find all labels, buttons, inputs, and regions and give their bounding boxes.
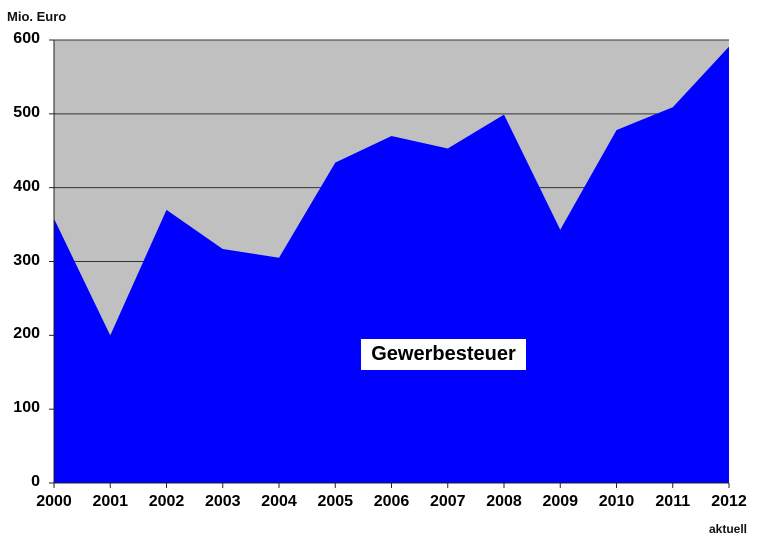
x-tick-label: 2007 [429, 493, 466, 510]
x-tick-label: 2005 [317, 493, 354, 510]
x-tick-label: 2012 [711, 493, 747, 510]
x-tick-label: 2009 [542, 493, 579, 510]
series-label-box: Gewerbesteuer [361, 339, 526, 370]
x-axis-note: aktuell [709, 522, 748, 536]
x-tick-label: 2001 [92, 493, 129, 510]
area-series-gewerbesteuer [54, 46, 729, 484]
x-tick-label: 2002 [148, 493, 185, 510]
x-tick-label: 2004 [261, 493, 297, 510]
x-tick-label: 2011 [655, 493, 691, 510]
y-axis-unit-label: Mio. Euro [7, 9, 67, 24]
x-tick-label: 2010 [598, 493, 635, 510]
y-tick-label: 500 [13, 103, 40, 121]
y-tick-label: 200 [13, 325, 40, 343]
y-tick-label: 600 [13, 30, 40, 47]
x-tick-label: 2000 [36, 493, 72, 510]
axes [49, 39, 730, 488]
series-label-text: Gewerbesteuer [371, 343, 516, 365]
x-tick-label: 2006 [373, 493, 410, 510]
y-tick-label: 0 [31, 473, 40, 490]
x-tick-label: 2008 [486, 493, 522, 510]
y-tick-label: 100 [13, 399, 40, 417]
y-tick-label: 300 [13, 251, 40, 269]
x-tick-label: 2003 [204, 493, 241, 510]
y-tick-label: 400 [13, 177, 40, 195]
